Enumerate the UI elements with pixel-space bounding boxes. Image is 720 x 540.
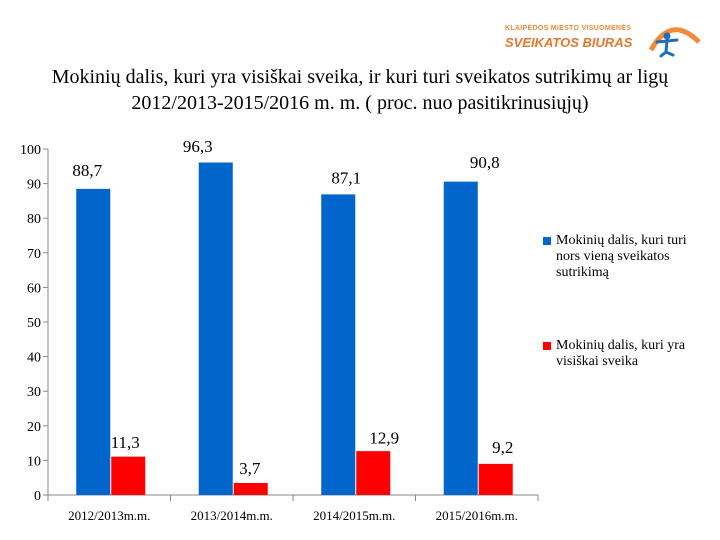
y-tick-label: 100 <box>20 143 41 158</box>
y-tick-label: 50 <box>27 316 41 331</box>
data-label-sutrikimai-3: 87,1 <box>331 169 361 188</box>
y-tick-label: 60 <box>27 281 41 296</box>
data-label-sveiki-3: 12,9 <box>369 428 399 447</box>
legend-swatch <box>543 342 551 350</box>
bar-sveiki-1 <box>111 455 146 495</box>
x-tick-label: 2014/2015m.m. <box>313 508 395 523</box>
x-tick-label: 2012/2013m.m. <box>68 508 150 523</box>
chart-data-labels: 88,7 96,3 87,1 90,8 11,3 3,7 12,9 9,2 <box>72 137 513 478</box>
logo-figure-icon <box>648 27 701 58</box>
bar-sveiki-2 <box>233 482 268 495</box>
y-tick-label: 40 <box>27 351 41 366</box>
y-tick-label: 80 <box>27 212 41 227</box>
y-tick-label: 70 <box>27 247 41 262</box>
legend-swatch <box>543 237 551 245</box>
data-label-sveiki-1: 11,3 <box>111 433 140 452</box>
legend-item-1: Mokinių dalis, kuri turi nors vieną svei… <box>543 233 713 281</box>
bar-sutrikimai-3 <box>321 193 356 495</box>
bar-sveiki-4 <box>478 463 513 495</box>
x-tick-label: 2015/2016m.m. <box>436 508 518 523</box>
data-label-sveiki-4: 9,2 <box>492 438 513 457</box>
logo-line1: KLAIPĖDOS MIESTO VISUOMENĖS <box>505 25 632 32</box>
data-label-sveiki-2: 3,7 <box>239 459 261 478</box>
chart-bars <box>76 161 513 495</box>
y-tick-label: 90 <box>27 178 41 193</box>
legend-label: Mokinių dalis, kuri yra visiškai sveika <box>556 338 686 369</box>
y-tick-label: 30 <box>27 385 41 400</box>
bar-sutrikimai-1 <box>76 188 111 495</box>
y-tick-label: 20 <box>27 420 41 435</box>
organization-logo: KLAIPĖDOS MIESTO VISUOMENĖS SVEIKATOS BI… <box>505 18 705 58</box>
chart-title: Mokinių dalis, kuri yra visiškai sveika,… <box>51 66 669 114</box>
data-label-sutrikimai-1: 88,7 <box>72 161 102 180</box>
y-tick-label: 0 <box>34 489 41 504</box>
legend-item-2: Mokinių dalis, kuri yra visiškai sveika <box>543 338 713 370</box>
logo-line2: SVEIKATOS BIURAS <box>505 35 633 50</box>
bar-sveiki-3 <box>356 450 391 495</box>
legend-label: Mokinių dalis, kuri turi nors vieną svei… <box>556 233 687 280</box>
data-label-sutrikimai-2: 96,3 <box>183 137 213 156</box>
bar-sutrikimai-4 <box>443 180 478 495</box>
x-tick-label: 2013/2014m.m. <box>191 508 273 523</box>
y-tick-label: 10 <box>27 454 41 469</box>
bar-sutrikimai-2 <box>198 161 233 495</box>
data-label-sutrikimai-4: 90,8 <box>470 153 500 172</box>
